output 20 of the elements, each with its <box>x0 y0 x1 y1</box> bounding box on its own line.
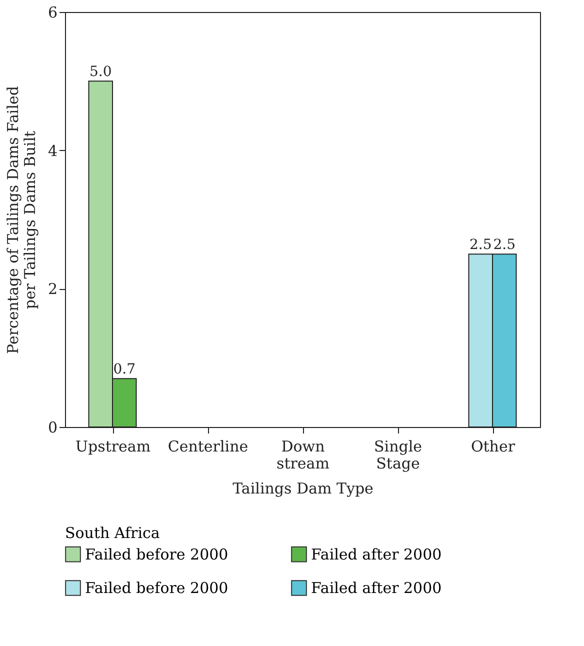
x-tick-label: Other <box>470 438 516 456</box>
data-label: 5.0 <box>89 64 112 80</box>
y-tick-label: 0 <box>48 418 58 436</box>
y-tick-label: 4 <box>48 142 58 160</box>
x-axis-title: Tailings Dam Type <box>232 480 374 498</box>
y-tick-label: 2 <box>48 280 58 298</box>
legend-label: Failed before 2000 <box>85 545 228 564</box>
legend-label: Failed after 2000 <box>311 545 442 564</box>
x-tick-label: Single Stage <box>374 438 422 472</box>
y-tick-label: 6 <box>48 4 58 22</box>
data-label: 0.7 <box>113 362 136 378</box>
legend-label: Failed before 2000 <box>85 579 228 597</box>
x-tick-label: Upstream <box>75 438 151 456</box>
x-tick-label: Down stream <box>276 438 330 472</box>
legend-label: Failed after 2000 <box>311 579 442 597</box>
legend-title: South Africa <box>65 524 160 542</box>
data-label: 2.5 <box>493 237 516 254</box>
x-tick-label: Centerline <box>168 438 248 456</box>
y-axis-title: Percentage of Tailings Dams Failed per Tailings Dams Built <box>4 86 39 354</box>
data-label: 2.5 <box>469 237 492 254</box>
